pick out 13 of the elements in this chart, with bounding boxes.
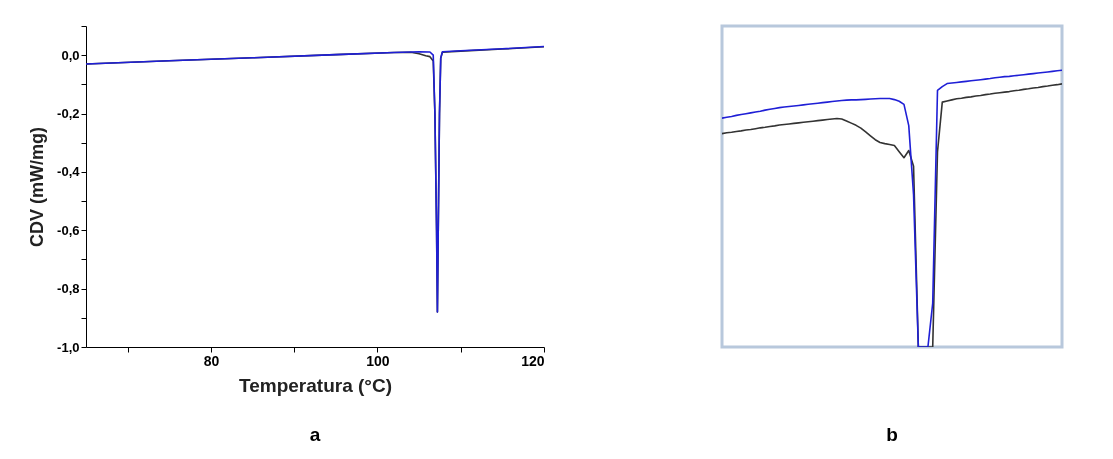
y-tick-label: -1,0: [57, 339, 80, 355]
x-axis-title: Temperatura (°C): [239, 374, 392, 396]
y-tick-label: 0,0: [61, 47, 80, 63]
x-tick-label: 120: [521, 352, 545, 369]
text: a: [309, 424, 321, 445]
y-tick-label: -0,6: [57, 222, 80, 238]
y-tick-label: -0,4: [57, 164, 81, 180]
y-tick-label: -0,8: [57, 281, 80, 297]
y-axis-title: CDV (mW/mg): [27, 127, 48, 247]
x-tick-label: 80: [203, 352, 220, 369]
y-tick-label: -0,2: [57, 106, 80, 122]
text: b: [886, 424, 898, 445]
x-tick-label: 100: [366, 352, 390, 369]
